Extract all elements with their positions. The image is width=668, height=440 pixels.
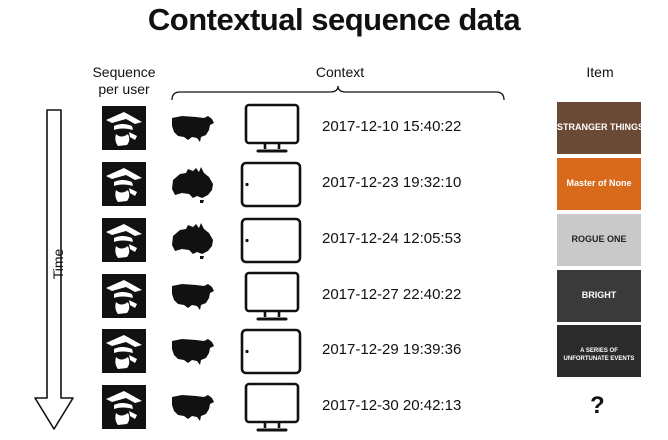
timestamp: 2017-12-27 22:40:22 bbox=[322, 286, 462, 303]
usa-map-icon bbox=[170, 331, 216, 371]
timestamp: 2017-12-29 19:39:36 bbox=[322, 341, 462, 358]
usa-map-icon bbox=[170, 108, 216, 148]
item-title: STRANGER THINGS bbox=[557, 122, 641, 132]
unknown-next-item: ? bbox=[590, 392, 605, 419]
usa-map-icon bbox=[170, 276, 216, 316]
item-poster: Master of None bbox=[557, 158, 641, 210]
item-title: BRIGHT bbox=[581, 290, 617, 300]
tv-icon bbox=[238, 102, 306, 156]
user-avatar-icon bbox=[102, 274, 146, 318]
sequence-row: 2017-12-10 15:40:22 STRANGER THINGS bbox=[0, 102, 668, 158]
tablet-icon bbox=[238, 214, 306, 268]
tablet-icon bbox=[238, 325, 306, 379]
time-arrow bbox=[34, 109, 74, 430]
timestamp: 2017-12-30 20:42:13 bbox=[322, 397, 462, 414]
user-avatar-icon bbox=[102, 329, 146, 373]
sequence-row: 2017-12-24 12:05:53 ROGUE ONE bbox=[0, 214, 668, 270]
item-title: Master of None bbox=[566, 178, 632, 188]
item-poster: STRANGER THINGS bbox=[557, 102, 641, 154]
context-bracket bbox=[171, 85, 505, 101]
item-poster: ROGUE ONE bbox=[557, 214, 641, 266]
item-title: A SERIES OF UNFORTUNATE EVENTS bbox=[563, 348, 635, 362]
user-avatar-icon bbox=[102, 218, 146, 262]
item-poster: BRIGHT bbox=[557, 270, 641, 322]
timestamp: 2017-12-24 12:05:53 bbox=[322, 230, 462, 247]
timestamp: 2017-12-10 15:40:22 bbox=[322, 118, 462, 135]
user-avatar-icon bbox=[102, 385, 146, 429]
usa-map-icon bbox=[170, 387, 216, 427]
sequence-row: 2017-12-23 19:32:10 Master of None bbox=[0, 158, 668, 214]
item-header: Item bbox=[586, 64, 614, 80]
tablet-icon bbox=[238, 158, 306, 212]
item-poster: A SERIES OF UNFORTUNATE EVENTS bbox=[557, 325, 641, 377]
timestamp: 2017-12-23 19:32:10 bbox=[322, 174, 462, 191]
australia-map-icon bbox=[170, 220, 216, 260]
sequence-row: 2017-12-30 20:42:13 bbox=[0, 381, 668, 437]
sequence-row: 2017-12-27 22:40:22 BRIGHT bbox=[0, 270, 668, 326]
page-title: Contextual sequence data bbox=[147, 2, 521, 37]
context-header: Context bbox=[315, 64, 365, 80]
tv-icon bbox=[238, 270, 306, 324]
user-avatar-icon bbox=[102, 162, 146, 206]
australia-map-icon bbox=[170, 164, 216, 204]
sequence-row: 2017-12-29 19:39:36 A SERIES OF UNFORTUNA… bbox=[0, 325, 668, 381]
tv-icon bbox=[238, 381, 306, 435]
item-title: ROGUE ONE bbox=[571, 234, 627, 244]
user-avatar-icon bbox=[102, 106, 146, 150]
sequence-per-user-header: Sequence per user bbox=[92, 64, 156, 97]
